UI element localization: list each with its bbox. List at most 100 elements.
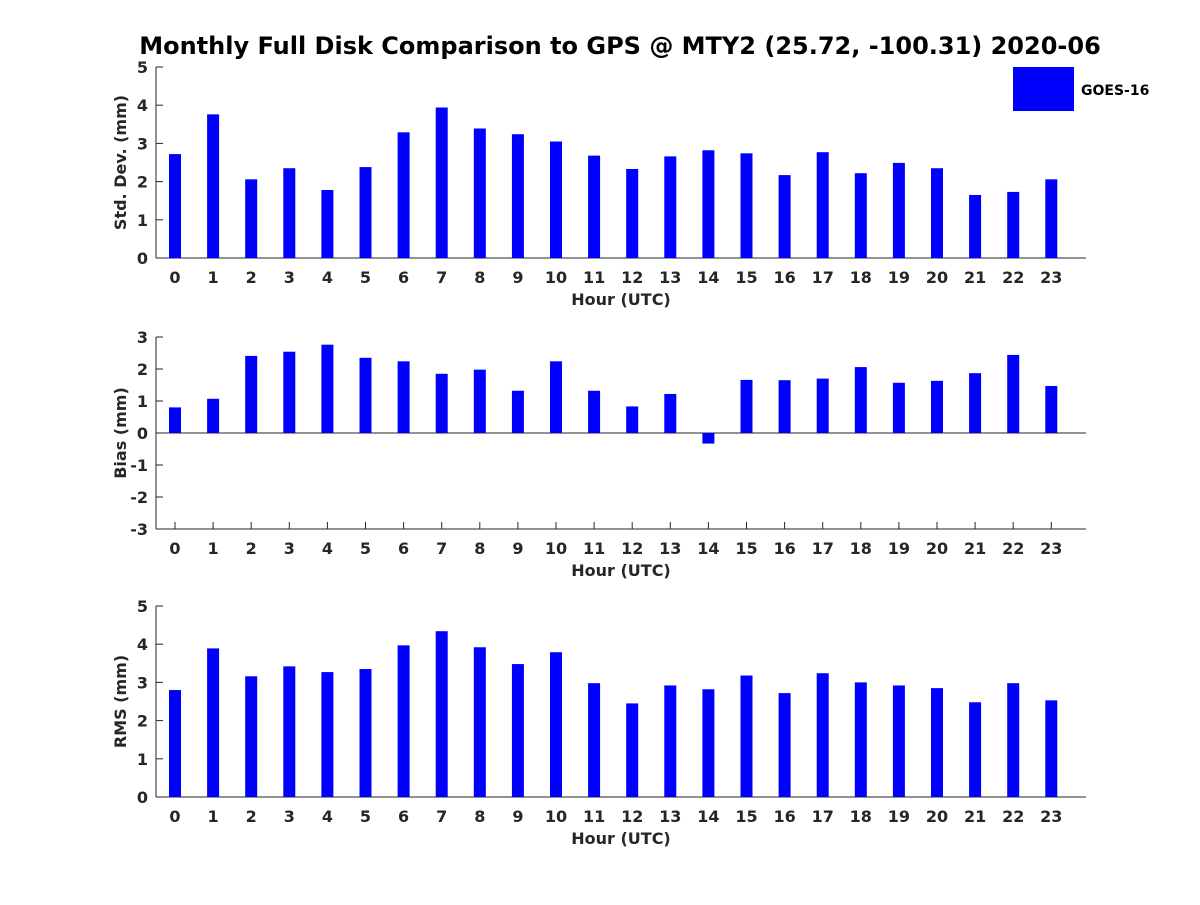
rms-bar xyxy=(359,669,372,797)
bias-bar xyxy=(1007,354,1020,433)
rms-bar xyxy=(588,683,601,797)
rms-x-tick-label: 15 xyxy=(735,807,757,826)
bias-bar xyxy=(511,390,524,433)
std-x-tick-label: 0 xyxy=(169,268,180,287)
rms-bar xyxy=(626,703,639,797)
std-y-tick-label: 3 xyxy=(137,134,148,153)
std-bar xyxy=(321,190,334,258)
std-x-tick-label: 7 xyxy=(436,268,447,287)
rms-bar xyxy=(892,685,905,797)
bias-bar xyxy=(397,361,410,433)
rms-x-tick-label: 14 xyxy=(697,807,719,826)
std-x-tick-label: 15 xyxy=(735,268,757,287)
bias-x-tick-label: 4 xyxy=(322,539,333,558)
bias-bar xyxy=(550,361,562,433)
bias-bar xyxy=(207,398,220,433)
std-x-tick-label: 3 xyxy=(284,268,295,287)
bias-x-tick-label: 1 xyxy=(208,539,219,558)
std-bar xyxy=(473,128,486,258)
std-bar xyxy=(435,107,448,258)
std-bar xyxy=(1007,191,1020,258)
std-x-tick-label: 6 xyxy=(398,268,409,287)
std-bar xyxy=(854,173,867,258)
std-bar xyxy=(550,141,562,258)
rms-x-tick-label: 23 xyxy=(1040,807,1062,826)
rms-bar xyxy=(969,702,982,797)
rms-x-tick-label: 8 xyxy=(474,807,485,826)
rms-bar xyxy=(511,664,524,797)
std-bar xyxy=(892,162,905,258)
std-bar xyxy=(397,132,410,258)
rms-x-tick-label: 1 xyxy=(208,807,219,826)
bias-x-tick-label: 10 xyxy=(545,539,567,558)
bias-bar xyxy=(778,380,791,433)
rms-bar xyxy=(550,652,562,797)
bias-x-tick-label: 23 xyxy=(1040,539,1062,558)
rms-x-tick-label: 6 xyxy=(398,807,409,826)
rms-bar xyxy=(778,693,791,797)
bias-y-tick-label: 3 xyxy=(137,328,148,347)
std-bar xyxy=(664,156,677,258)
legend-swatch xyxy=(1013,67,1074,111)
std-x-tick-label: 8 xyxy=(474,268,485,287)
rms-x-tick-label: 2 xyxy=(246,807,257,826)
std-bar xyxy=(702,150,715,258)
bias-x-tick-label: 5 xyxy=(360,539,371,558)
bias-x-tick-label: 18 xyxy=(850,539,872,558)
bias-bar xyxy=(359,357,372,433)
bias-bar xyxy=(1045,385,1058,433)
bias-y-tick-label: 1 xyxy=(137,392,148,411)
bias-bar xyxy=(740,379,753,433)
std-bar xyxy=(740,153,753,258)
bias-x-tick-label: 3 xyxy=(284,539,295,558)
std-x-tick-label: 14 xyxy=(697,268,719,287)
rms-x-tick-label: 22 xyxy=(1002,807,1024,826)
std-x-tick-label: 16 xyxy=(773,268,795,287)
rms-bar xyxy=(169,690,181,797)
std-x-tick-label: 5 xyxy=(360,268,371,287)
rms-y-tick-label: 3 xyxy=(137,673,148,692)
rms-x-axis-label: Hour (UTC) xyxy=(571,829,671,848)
std-x-tick-label: 22 xyxy=(1002,268,1024,287)
bias-bar xyxy=(854,367,867,433)
std-y-tick-label: 1 xyxy=(137,211,148,230)
rms-x-tick-label: 4 xyxy=(322,807,333,826)
rms-bar xyxy=(283,666,296,797)
rms-bar xyxy=(931,688,943,797)
rms-bar xyxy=(397,645,410,797)
std-bar xyxy=(969,194,982,258)
std-x-tick-label: 11 xyxy=(583,268,605,287)
bias-bar xyxy=(626,406,639,433)
std-x-tick-label: 9 xyxy=(512,268,523,287)
bias-y-tick-label: 0 xyxy=(137,424,148,443)
bias-x-tick-label: 17 xyxy=(812,539,834,558)
legend-label: GOES-16 xyxy=(1081,83,1149,99)
rms-x-tick-label: 11 xyxy=(583,807,605,826)
rms-y-tick-label: 4 xyxy=(137,635,148,654)
bias-x-tick-label: 15 xyxy=(735,539,757,558)
std-bar xyxy=(778,175,791,258)
bias-x-tick-label: 11 xyxy=(583,539,605,558)
bias-x-tick-label: 14 xyxy=(697,539,719,558)
std-x-axis-label: Hour (UTC) xyxy=(571,290,671,309)
bias-x-tick-label: 19 xyxy=(888,539,910,558)
rms-x-tick-label: 3 xyxy=(284,807,295,826)
rms-x-tick-label: 5 xyxy=(360,807,371,826)
std-x-tick-label: 12 xyxy=(621,268,643,287)
std-bar xyxy=(207,114,220,258)
bias-bar xyxy=(816,378,829,433)
rms-y-tick-label: 0 xyxy=(137,788,148,807)
rms-x-tick-label: 16 xyxy=(773,807,795,826)
bias-bar xyxy=(892,382,905,433)
bias-x-tick-label: 6 xyxy=(398,539,409,558)
std-bar xyxy=(169,154,181,258)
std-bar xyxy=(511,134,524,258)
bias-bar xyxy=(169,407,181,433)
bias-y-tick-label: -1 xyxy=(130,456,148,475)
bias-bar xyxy=(588,390,601,433)
std-x-tick-label: 18 xyxy=(850,268,872,287)
rms-bar xyxy=(473,647,486,797)
bias-y-tick-label: 2 xyxy=(137,360,148,379)
bias-bar xyxy=(473,369,486,433)
std-y-tick-label: 5 xyxy=(137,58,148,77)
